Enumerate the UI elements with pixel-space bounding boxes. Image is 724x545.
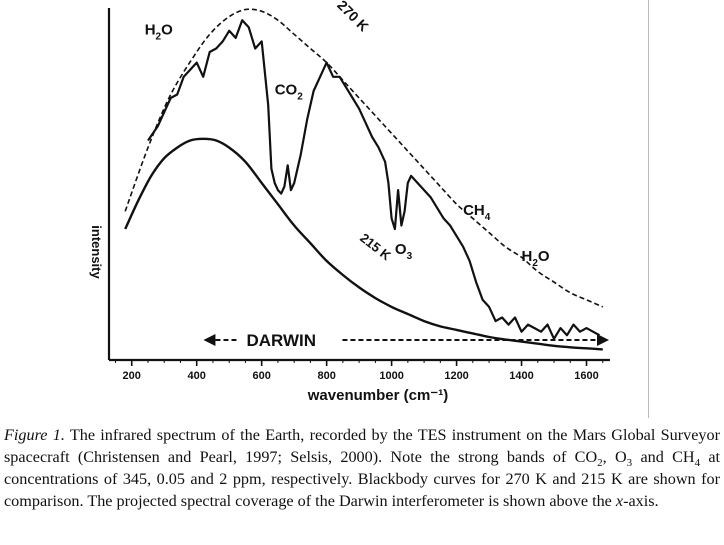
caption-sub-ch4: 4 bbox=[694, 457, 701, 470]
caption-label: Figure 1. bbox=[4, 426, 65, 444]
caption-text-2: , O bbox=[602, 448, 627, 466]
series-spectrum-curve bbox=[147, 19, 601, 340]
figure-caption: Figure 1. The infrared spectrum of the E… bbox=[4, 424, 720, 512]
series-215-k-curve bbox=[124, 137, 603, 351]
x-tick-label: 1600 bbox=[574, 370, 598, 382]
x-axis-label: wavenumber (cm⁻¹) bbox=[307, 387, 448, 404]
x-tick-label: 800 bbox=[317, 370, 335, 382]
caption-text-1: The infrared spectrum of the Earth, reco… bbox=[4, 426, 720, 466]
x-tick-label: 600 bbox=[252, 370, 270, 382]
x-tick-label: 1000 bbox=[379, 370, 403, 382]
caption-axis-word: x bbox=[615, 492, 624, 510]
series-layer bbox=[124, 8, 604, 351]
x-tick-label: 400 bbox=[188, 370, 206, 382]
x-tick-label: 200 bbox=[123, 370, 141, 382]
annotation-h2o-right: H2O bbox=[522, 248, 550, 269]
annotation-layer: 270 K 215 K H2O CO2 O3 CH4 H2O bbox=[145, 0, 550, 269]
annotation-270k: 270 K bbox=[334, 0, 372, 35]
caption-sub-o3: 3 bbox=[626, 457, 633, 470]
annotation-215k: 215 K bbox=[357, 230, 394, 264]
x-tick-label: 1400 bbox=[509, 370, 533, 382]
page-rule bbox=[648, 0, 649, 418]
chart: 200 400 600 800 1000 1200 1400 1600 wavenumber … bbox=[89, 0, 610, 404]
annotation-co2: CO2 bbox=[275, 82, 304, 103]
annotation-o3: O3 bbox=[395, 241, 413, 262]
y-axis-label: intensity bbox=[89, 225, 104, 279]
annotation-h2o-left: H2O bbox=[145, 21, 173, 42]
x-tick-label: 1200 bbox=[444, 370, 468, 382]
caption-text-5: -axis. bbox=[623, 492, 659, 510]
caption-text-3: and CH bbox=[640, 448, 695, 466]
annotation-ch4: CH4 bbox=[463, 202, 491, 223]
darwin-label: DARWIN bbox=[246, 331, 316, 350]
caption-sub-co2: 2 bbox=[597, 457, 603, 470]
axes: 200 400 600 800 1000 1200 1400 1600 wavenumber … bbox=[89, 8, 610, 404]
darwin-arrow-right bbox=[597, 334, 609, 346]
darwin-arrow-left bbox=[203, 334, 216, 346]
caption-text-4: at concentrations of 345, 0.05 and 2 ppm… bbox=[4, 448, 721, 510]
darwin-band: DARWIN bbox=[203, 331, 609, 350]
x-ticks: 200 400 600 800 1000 1200 1400 1600 bbox=[114, 360, 604, 382]
